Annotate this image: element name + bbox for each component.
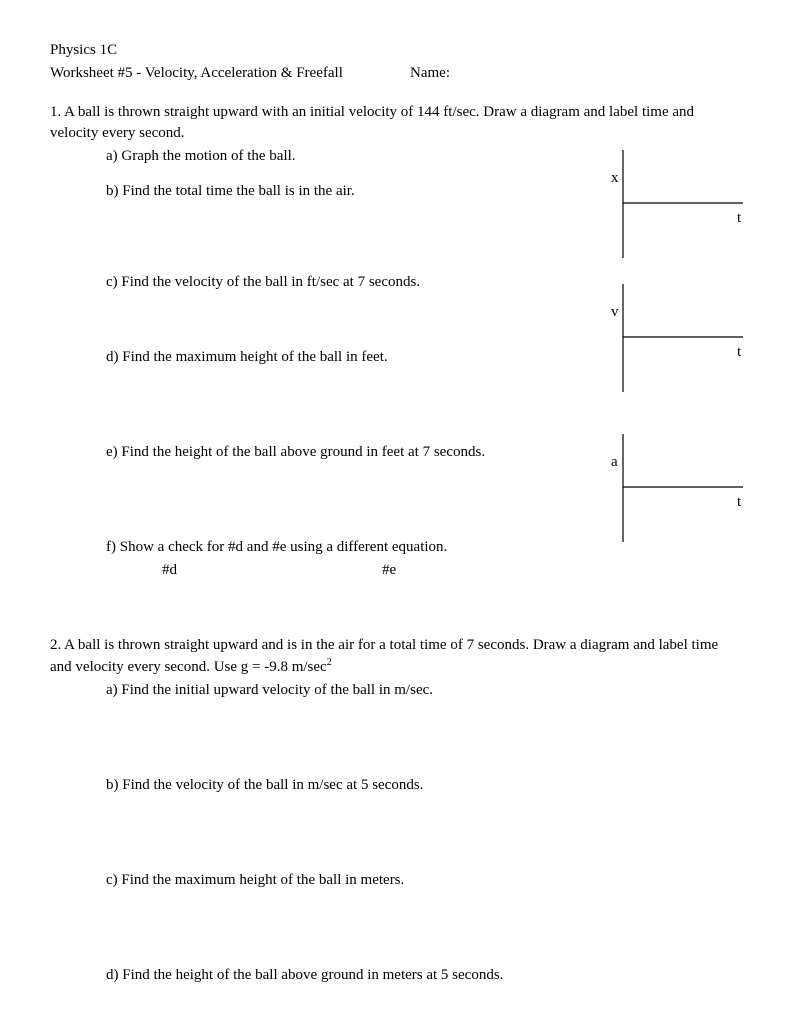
- graph2-x-label: t: [737, 344, 742, 360]
- graph1-y-label: x: [611, 170, 619, 186]
- question-2a: a) Find the initial upward velocity of t…: [50, 680, 741, 701]
- graph3-y-label: a: [611, 454, 618, 470]
- question-1-text: 1. A ball is thrown straight upward with…: [50, 102, 741, 144]
- question-2: 2. A ball is thrown straight upward and …: [50, 635, 741, 986]
- question-2-prefix: 2. A ball is thrown straight upward and …: [50, 637, 718, 675]
- question-1f-d: #d: [162, 560, 382, 581]
- graph-acceleration-time: a t: [593, 432, 749, 557]
- question-2b: b) Find the velocity of the ball in m/se…: [50, 775, 741, 796]
- graph3-x-label: t: [737, 494, 742, 510]
- course-name: Physics 1C: [50, 40, 741, 61]
- graph2-y-label: v: [611, 304, 619, 320]
- graph-position-time: x t: [593, 148, 749, 273]
- name-label: Name:: [410, 63, 450, 84]
- graph-velocity-time: v t: [593, 282, 749, 407]
- question-2c: c) Find the maximum height of the ball i…: [50, 870, 741, 891]
- question-2-exp: 2: [327, 657, 332, 668]
- question-1f-e: #e: [382, 560, 396, 581]
- page-header: Physics 1C Worksheet #5 - Velocity, Acce…: [50, 40, 741, 84]
- question-2-text: 2. A ball is thrown straight upward and …: [50, 635, 741, 678]
- graph1-x-label: t: [737, 210, 742, 226]
- question-1f-subrow: #d #e: [50, 560, 741, 581]
- question-2d: d) Find the height of the ball above gro…: [50, 965, 741, 986]
- worksheet-title: Worksheet #5 - Velocity, Acceleration & …: [50, 63, 410, 84]
